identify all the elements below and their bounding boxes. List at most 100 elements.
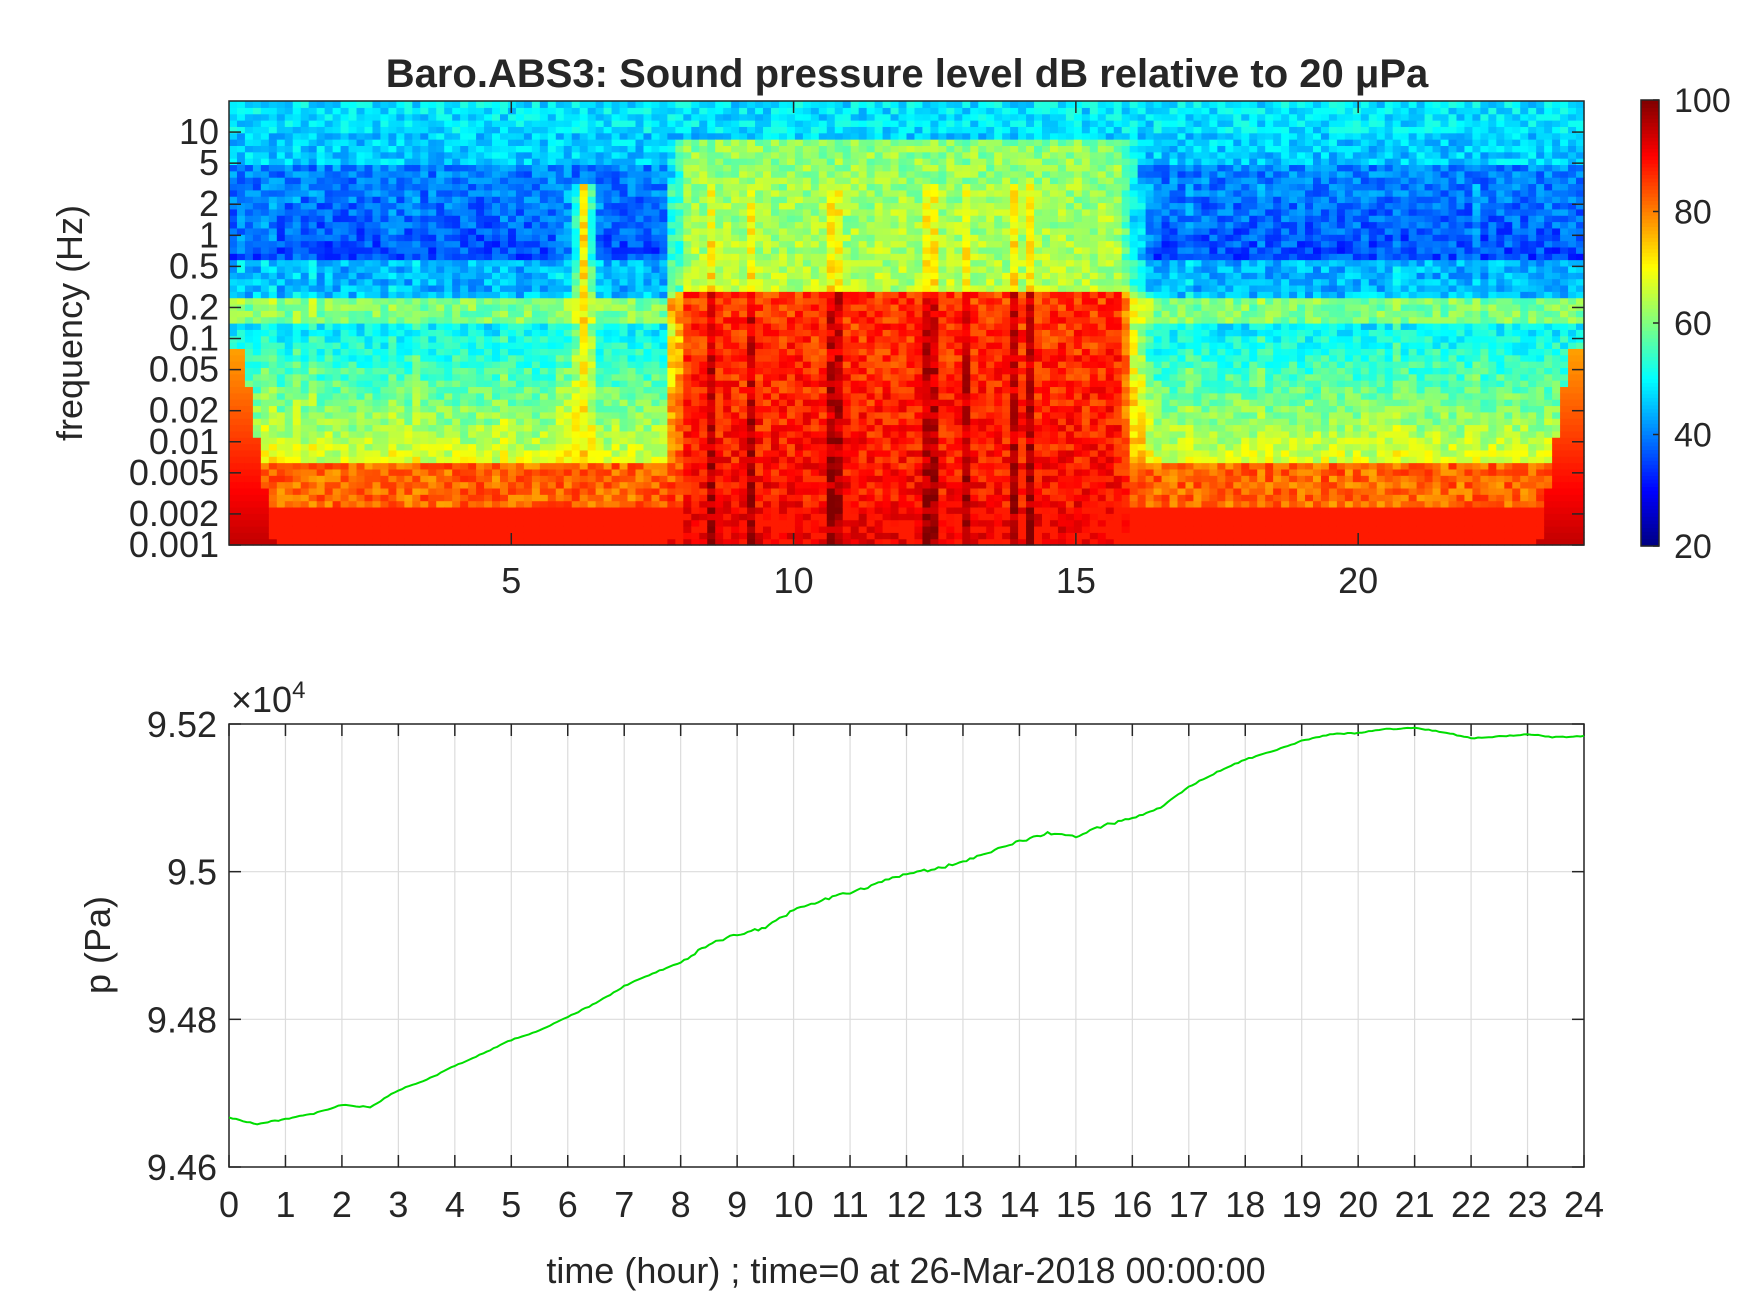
spectrogram-cell bbox=[404, 158, 413, 166]
spectrogram-cell bbox=[244, 221, 254, 229]
spectrogram-cell bbox=[308, 120, 318, 127]
spectrogram-cell bbox=[460, 139, 469, 146]
spectrogram-cell bbox=[747, 316, 756, 324]
spectrogram-cell bbox=[324, 246, 334, 254]
spectrogram-cell bbox=[324, 151, 334, 159]
spectrogram-cell bbox=[420, 456, 429, 464]
spectrogram-cell bbox=[316, 513, 326, 521]
spectrogram-cell bbox=[747, 202, 756, 210]
spectrogram-cell bbox=[507, 335, 517, 343]
spectrogram-cell bbox=[675, 437, 684, 445]
spectrogram-cell bbox=[492, 532, 501, 540]
spectrogram-cell bbox=[539, 335, 549, 343]
spectrogram-cell bbox=[396, 158, 405, 166]
spectrogram-cell bbox=[547, 538, 557, 546]
spectrogram-cell bbox=[316, 291, 326, 299]
spectrogram-cell bbox=[507, 456, 517, 464]
spectrogram-cell bbox=[627, 139, 637, 146]
spectrogram-cell bbox=[380, 234, 390, 242]
spectrogram-cell bbox=[252, 145, 262, 153]
spectrogram-cell bbox=[747, 361, 756, 368]
spectrogram-cell bbox=[547, 139, 557, 146]
spectrogram-cell bbox=[603, 265, 613, 273]
spectrogram-cell bbox=[364, 208, 374, 216]
spectrogram-cell bbox=[476, 107, 485, 115]
spectrogram-cell bbox=[404, 487, 413, 495]
spectrogram-cell bbox=[547, 456, 557, 464]
spectrogram-cell bbox=[786, 538, 796, 546]
spectrogram-cell bbox=[786, 291, 796, 299]
spectrogram-cell bbox=[484, 303, 493, 311]
spectrogram-cell bbox=[651, 316, 661, 324]
spectrogram-cell bbox=[571, 443, 581, 451]
spectrogram-cell bbox=[492, 525, 501, 533]
spectrogram-cell bbox=[747, 525, 756, 533]
spectrogram-cell bbox=[627, 253, 637, 261]
spectrogram-cell bbox=[396, 449, 405, 457]
spectrogram-cell bbox=[667, 170, 676, 178]
spectrogram-cell bbox=[627, 329, 637, 337]
spectrogram-cell bbox=[747, 310, 756, 318]
spectrogram-cell bbox=[691, 354, 700, 362]
spectrogram-cell bbox=[229, 221, 238, 229]
spectrogram-cell bbox=[380, 291, 390, 299]
spectrogram-cell bbox=[739, 538, 748, 546]
spectrogram-cell bbox=[627, 430, 637, 438]
spectrogram-cell bbox=[747, 227, 756, 235]
spectrogram-cell bbox=[364, 158, 374, 166]
spectrogram-cell bbox=[284, 151, 294, 159]
spectrogram-cell bbox=[308, 284, 318, 292]
spectrogram-cell bbox=[603, 158, 613, 166]
spectrogram-cell bbox=[292, 329, 302, 337]
spectrogram-cell bbox=[619, 107, 629, 115]
spectrogram-cell bbox=[531, 462, 541, 470]
spectrogram-cell bbox=[771, 424, 780, 432]
spectrogram-cell bbox=[619, 101, 629, 108]
spectrogram-cell bbox=[484, 126, 493, 134]
spectrogram-cell bbox=[300, 240, 310, 248]
spectrogram-cell bbox=[643, 513, 653, 521]
spectrogram-cell bbox=[316, 475, 326, 483]
spectrogram-cell bbox=[420, 297, 429, 305]
spectrogram-cell bbox=[236, 120, 246, 127]
spectrogram-cell bbox=[476, 202, 485, 210]
spectrogram-cell bbox=[460, 468, 469, 476]
spectrogram-cell bbox=[332, 303, 342, 311]
spectrogram-cell bbox=[252, 310, 262, 318]
spectrogram-cell bbox=[436, 430, 445, 438]
spectrogram-cell bbox=[364, 430, 374, 438]
spectrogram-cell bbox=[380, 532, 390, 540]
spectrogram-cell bbox=[523, 107, 533, 115]
spectrogram-cell bbox=[492, 291, 501, 299]
spectrogram-cell bbox=[683, 392, 692, 400]
spectrogram-cell bbox=[260, 132, 270, 140]
spectrogram-cell bbox=[292, 487, 302, 495]
spectrogram-cell bbox=[236, 525, 246, 533]
spectrogram-cell bbox=[284, 259, 294, 267]
spectrogram-cell bbox=[523, 278, 533, 286]
spectrogram-cell bbox=[284, 443, 294, 451]
spectrogram-cell bbox=[683, 145, 692, 153]
spectrogram-cell bbox=[683, 164, 692, 172]
spectrogram-cell bbox=[699, 164, 708, 172]
spectrogram-cell bbox=[404, 215, 413, 223]
spectrogram-cell bbox=[515, 164, 525, 172]
spectrogram-cell bbox=[667, 443, 676, 451]
spectrogram-cell bbox=[276, 449, 286, 457]
spectrogram-cell bbox=[396, 494, 405, 502]
spectrogram-cell bbox=[739, 392, 748, 400]
spectrogram-cell bbox=[763, 380, 772, 388]
spectrogram-cell bbox=[651, 240, 661, 248]
spectrogram-cell bbox=[324, 170, 334, 178]
spectrogram-cell bbox=[236, 170, 246, 178]
spectrogram-cell bbox=[356, 342, 366, 349]
spectrogram-cell bbox=[324, 538, 334, 546]
spectrogram-cell bbox=[356, 183, 366, 191]
spectrogram-cell bbox=[284, 246, 294, 254]
spectrogram-cell bbox=[324, 519, 334, 527]
spectrogram-cell bbox=[356, 525, 366, 533]
spectrogram-cell bbox=[236, 196, 246, 204]
spectrogram-cell bbox=[715, 392, 724, 400]
spectrogram-cell bbox=[603, 323, 613, 330]
spectrogram-cell bbox=[260, 196, 270, 204]
